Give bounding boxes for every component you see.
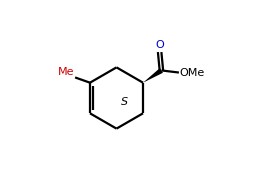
Text: O: O <box>155 40 164 50</box>
Text: Me: Me <box>58 67 75 77</box>
Text: S: S <box>121 97 128 107</box>
Text: OMe: OMe <box>180 68 205 78</box>
Polygon shape <box>143 68 163 83</box>
